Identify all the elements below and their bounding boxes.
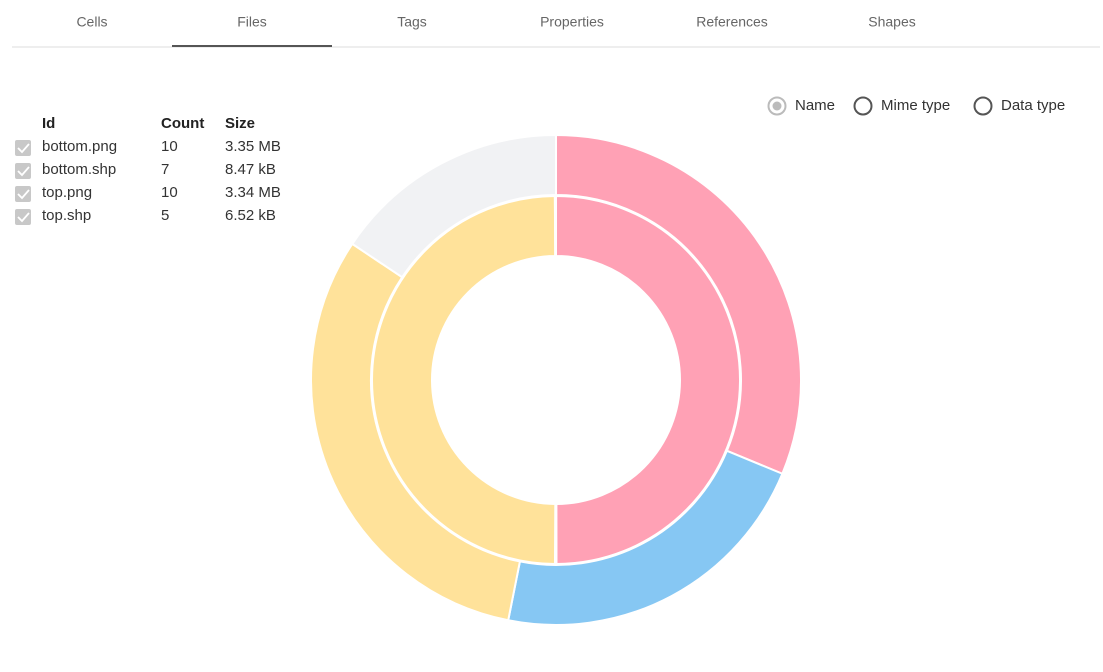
table-cell: 6.52 kB	[225, 207, 276, 224]
tab[interactable]: Properties	[540, 14, 604, 30]
tab[interactable]: Shapes	[868, 14, 915, 30]
checkmark	[17, 143, 30, 154]
donut-slice	[553, 194, 557, 258]
checkbox[interactable]	[15, 163, 31, 179]
tab[interactable]: References	[696, 14, 768, 30]
radio-button[interactable]	[853, 96, 873, 116]
radio-button[interactable]	[973, 96, 993, 116]
table-cell: 10	[161, 184, 178, 201]
radio-label[interactable]: Name	[795, 97, 835, 114]
table-cell: bottom.shp	[42, 161, 116, 178]
donut-slice	[350, 133, 557, 279]
table-cell: 3.34 MB	[225, 184, 281, 201]
radio-label[interactable]: Mime type	[881, 97, 950, 114]
checkbox[interactable]	[15, 186, 31, 202]
column-header: Id	[42, 115, 55, 132]
donut-slice	[371, 194, 557, 566]
column-header: Size	[225, 115, 255, 132]
table-cell: 10	[161, 138, 178, 155]
checkmark	[17, 189, 30, 200]
table-cell: 7	[161, 161, 169, 178]
table-cell: top.png	[42, 184, 92, 201]
table-cell: bottom.png	[42, 138, 117, 155]
radio-button[interactable]	[767, 96, 787, 116]
radio-label[interactable]: Data type	[1001, 97, 1065, 114]
table-cell: 3.35 MB	[225, 138, 281, 155]
table-cell: 8.47 kB	[225, 161, 276, 178]
tab[interactable]: Cells	[76, 14, 107, 30]
tab-indicator	[172, 45, 332, 47]
table-cell: 5	[161, 207, 169, 224]
tab[interactable]: Files	[237, 14, 267, 30]
column-header: Count	[161, 115, 204, 132]
checkbox[interactable]	[15, 140, 31, 156]
checkmark	[17, 212, 30, 223]
checkmark	[17, 166, 30, 177]
radio-dot	[772, 101, 782, 111]
tab[interactable]: Tags	[397, 14, 427, 30]
checkbox[interactable]	[15, 209, 31, 225]
table-cell: top.shp	[42, 207, 91, 224]
